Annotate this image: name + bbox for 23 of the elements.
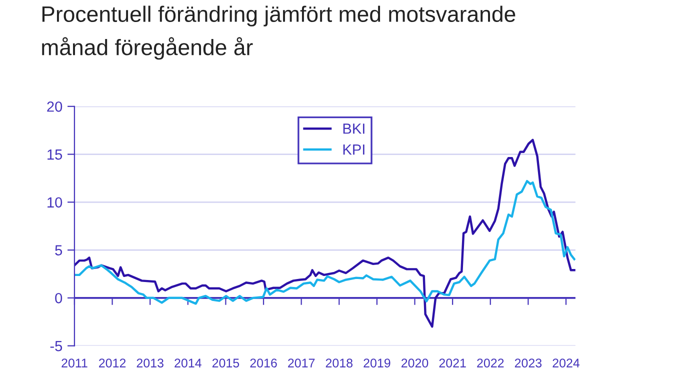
- x-tick-label: 2022: [477, 358, 504, 368]
- x-tick-label: 2021: [439, 358, 466, 368]
- x-tick-label: 2023: [514, 358, 542, 368]
- x-tick-label: 2017: [288, 358, 315, 368]
- x-tick-label: 2013: [136, 358, 164, 368]
- x-tick-label: 2024: [552, 358, 580, 368]
- x-tick-label: 2015: [212, 358, 240, 368]
- x-tick-label: 2019: [364, 358, 390, 368]
- x-tick-label: 2016: [250, 358, 277, 368]
- y-tick-label: 20: [47, 102, 62, 112]
- x-tick-label: 2011: [62, 358, 88, 368]
- x-tick-label: 2014: [174, 358, 202, 368]
- y-tick-label: 0: [55, 293, 62, 304]
- legend-label: BKI: [343, 124, 364, 134]
- x-tick-label: 2020: [401, 358, 428, 368]
- y-tick-label: 5: [55, 245, 62, 256]
- y-tick-label: -5: [50, 341, 62, 352]
- y-tick-label: 10: [48, 197, 62, 208]
- x-tick-label: 2012: [99, 358, 126, 368]
- y-tick-label: 15: [48, 150, 62, 160]
- x-tick-label: 2018: [326, 358, 352, 368]
- chart-title: Procentuell förändring jämfört med motsvarande månad föregående år: [42, 6, 516, 60]
- legend-label: KPI: [343, 144, 364, 155]
